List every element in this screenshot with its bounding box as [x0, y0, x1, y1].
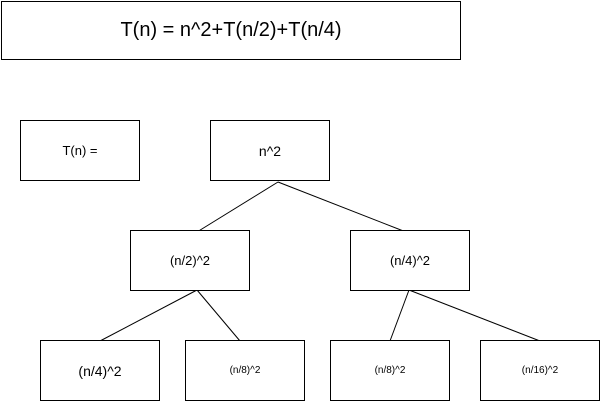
tn-label-box: T(n) = [20, 120, 140, 181]
edge-left-child-to-n8-leaf [196, 289, 241, 342]
edge-root-to-right-child [277, 181, 407, 233]
tree-node-leaf-4-label: (n/16)^2 [521, 365, 559, 376]
tree-node-root: n^2 [210, 120, 330, 181]
tree-node-right-child-label: (n/4)^2 [389, 253, 431, 268]
tree-node-leaf-4: (n/16)^2 [480, 340, 600, 401]
edge-right-child-to-n16-leaf [408, 289, 541, 342]
tree-node-leaf-3-label: (n/8)^2 [374, 365, 406, 376]
tree-node-leaf-2: (n/8)^2 [185, 340, 305, 401]
tree-node-right-child: (n/4)^2 [350, 230, 470, 291]
tn-label-text: T(n) = [62, 143, 98, 158]
equation-text: T(n) = n^2+T(n/2)+T(n/4) [120, 19, 342, 41]
tree-node-left-child: (n/2)^2 [130, 230, 250, 291]
edge-root-to-left-child [196, 181, 279, 233]
edge-right-child-to-n8-leaf [389, 289, 410, 342]
edge-left-child-to-n4-leaf [99, 289, 198, 342]
tree-node-root-label: n^2 [258, 142, 282, 159]
equation-box: T(n) = n^2+T(n/2)+T(n/4) [1, 1, 461, 60]
tree-node-leaf-2-label: (n/8)^2 [229, 365, 261, 376]
tree-node-leaf-1-label: (n/4)^2 [78, 362, 122, 379]
tree-node-left-child-label: (n/2)^2 [169, 253, 211, 268]
tree-node-leaf-1: (n/4)^2 [40, 340, 160, 401]
tree-node-leaf-3: (n/8)^2 [330, 340, 450, 401]
